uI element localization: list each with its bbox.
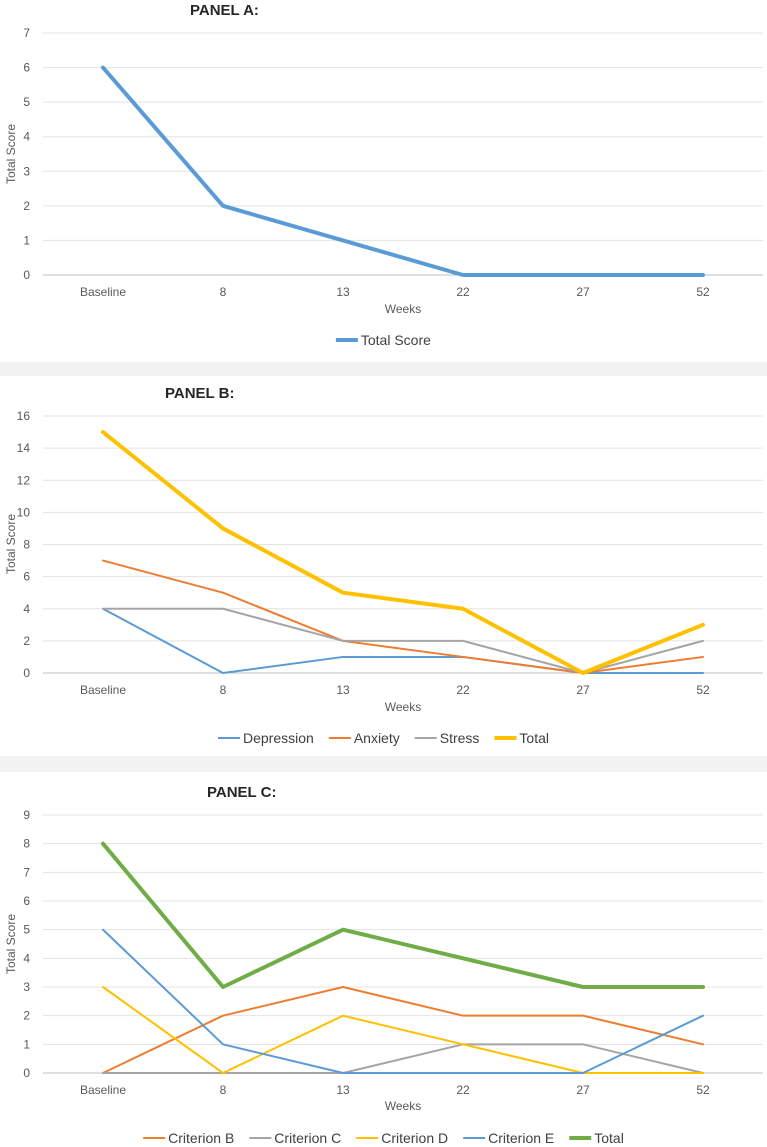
legend-item-criterion-b: Criterion B (143, 1130, 234, 1146)
series-line-criterion-e (102, 928, 704, 1074)
series-line-total (101, 841, 705, 989)
legend-item-depression: Depression (217, 730, 314, 746)
legend-label: Criterion B (168, 1130, 234, 1146)
legend-item-total: Total (494, 730, 549, 746)
y-tick-label: 0 (23, 666, 30, 680)
y-tick-label: 6 (23, 61, 30, 75)
y-axis-label: Total Score (4, 124, 18, 184)
y-tick-label: 6 (23, 894, 30, 908)
series-line-anxiety (102, 559, 704, 674)
y-tick-label: 4 (23, 130, 30, 144)
x-axis-label: Weeks (385, 1099, 421, 1113)
series-line-criterion-c (102, 1043, 704, 1074)
x-tick-label: 22 (456, 683, 470, 697)
x-tick-label: 52 (696, 1083, 710, 1097)
y-tick-label: 3 (23, 980, 30, 994)
series-line-total (101, 430, 705, 675)
legend-item-total: Total (569, 1130, 624, 1146)
x-tick-label: 22 (456, 1083, 470, 1097)
x-tick-label: 8 (220, 1083, 227, 1097)
series-line-criterion-d (102, 986, 704, 1074)
legend-item-criterion-c: Criterion C (249, 1130, 341, 1146)
x-tick-label: 13 (336, 1083, 350, 1097)
y-tick-label: 5 (23, 923, 30, 937)
legend-item-stress: Stress (414, 730, 480, 746)
x-tick-label: 27 (576, 1083, 590, 1097)
y-tick-label: 10 (17, 505, 31, 519)
y-tick-label: 12 (17, 473, 31, 487)
y-tick-label: 8 (23, 538, 30, 552)
legend-label: Criterion E (488, 1130, 554, 1146)
chart-title: PANEL B: (165, 385, 234, 402)
panel-c: PANEL C: 0 1 2 3 4 5 6 7 8 9 Baseline 8 13 22 27 52 Weeks… (0, 772, 767, 1147)
legend-item-total-score: Total Score (335, 332, 431, 348)
legend-item-criterion-e: Criterion E (463, 1130, 554, 1146)
x-tick-label: 52 (696, 285, 710, 299)
series-line-total-score (101, 65, 705, 277)
panel-b-chart: PANEL B: 0 2 4 6 8 10 12 14 16 Baseline 8 13 22 27 52 We… (4, 385, 763, 746)
y-tick-label: 8 (23, 837, 30, 851)
legend-label: Depression (243, 730, 314, 746)
legend-label: Total Score (361, 332, 431, 348)
panel-a: PANEL A: 0 1 2 3 4 5 6 7 Baseline 8 13 22 27 52 Weeks To… (0, 0, 767, 362)
y-axis-label: Total Score (4, 914, 18, 974)
legend-label: Total (594, 1130, 624, 1146)
y-tick-label: 0 (23, 268, 30, 282)
x-tick-label: Baseline (80, 285, 126, 299)
y-tick-label: 3 (23, 164, 30, 178)
panel-b: PANEL B: 0 2 4 6 8 10 12 14 16 Baseline 8 13 22 27 52 We… (0, 376, 767, 756)
panel-separator (0, 362, 767, 376)
x-tick-label: 27 (576, 285, 590, 299)
legend-label: Criterion C (274, 1130, 341, 1146)
y-tick-label: 4 (23, 951, 30, 965)
y-tick-label: 4 (23, 602, 30, 616)
x-tick-label: 8 (220, 683, 227, 697)
series-line-stress (102, 607, 704, 674)
y-axis-label: Total Score (4, 514, 18, 574)
y-tick-label: 14 (17, 441, 31, 455)
x-axis-label: Weeks (385, 700, 421, 714)
y-tick-label: 5 (23, 95, 30, 109)
legend-item-anxiety: Anxiety (328, 730, 400, 746)
x-tick-label: 52 (696, 683, 710, 697)
y-tick-label: 7 (23, 26, 30, 40)
chart-title: PANEL C: (207, 784, 276, 801)
y-tick-label: 6 (23, 570, 30, 584)
panel-c-chart: PANEL C: 0 1 2 3 4 5 6 7 8 9 Baseline 8 13 22 27 52 Weeks… (4, 784, 763, 1146)
legend-label: Criterion D (381, 1130, 448, 1146)
x-tick-label: 27 (576, 683, 590, 697)
x-tick-label: 8 (220, 285, 227, 299)
panel-separator (0, 756, 767, 772)
series-line-depression (102, 607, 704, 674)
y-tick-label: 2 (23, 199, 30, 213)
x-tick-label: Baseline (80, 683, 126, 697)
y-tick-label: 16 (17, 409, 31, 423)
legend-label: Total (519, 730, 549, 746)
y-tick-label: 7 (23, 865, 30, 879)
y-tick-label: 1 (23, 1037, 30, 1051)
y-tick-label: 2 (23, 1009, 30, 1023)
x-tick-label: 13 (336, 683, 350, 697)
y-tick-label: 9 (23, 808, 30, 822)
x-tick-label: Baseline (80, 1083, 126, 1097)
y-tick-label: 2 (23, 634, 30, 648)
legend-label: Stress (440, 730, 480, 746)
x-tick-label: 13 (336, 285, 350, 299)
x-axis-label: Weeks (385, 302, 421, 316)
y-tick-label: 0 (23, 1066, 30, 1080)
panel-a-chart: PANEL A: 0 1 2 3 4 5 6 7 Baseline 8 13 22 27 52 Weeks To… (4, 2, 763, 348)
legend-item-criterion-d: Criterion D (356, 1130, 448, 1146)
y-tick-label: 1 (23, 233, 30, 247)
chart-title: PANEL A: (190, 2, 259, 19)
legend-label: Anxiety (354, 730, 400, 746)
x-tick-label: 22 (456, 285, 470, 299)
